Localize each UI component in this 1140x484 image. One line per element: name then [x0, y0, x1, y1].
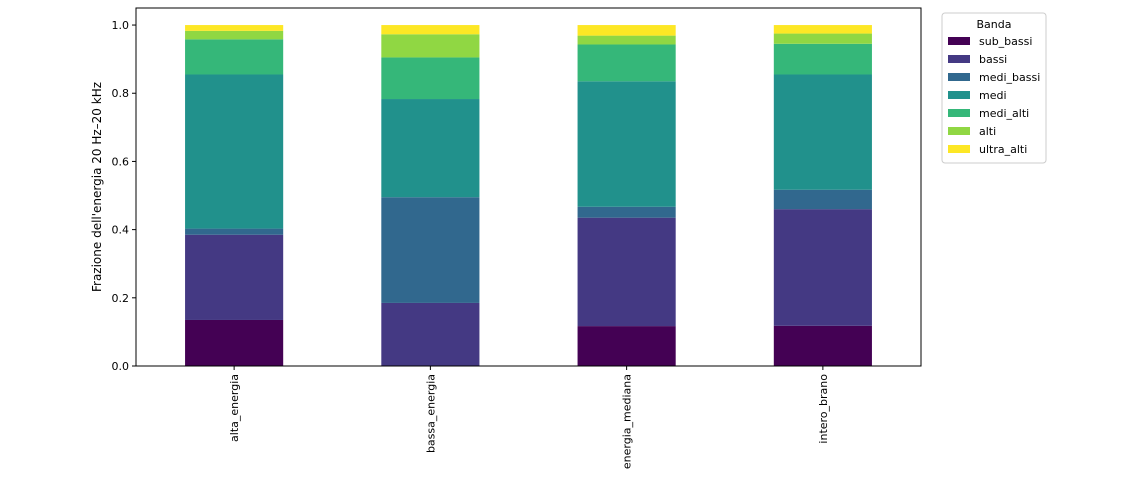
y-tick-label: 0.8 [112, 87, 130, 100]
bar-segment-medi_alti-bassa_energia [381, 57, 480, 100]
y-tick-label: 0.6 [112, 155, 130, 168]
bar-segment-medi_alti-alta_energia [185, 39, 284, 75]
legend-label: alti [979, 125, 996, 138]
bar-segment-bassi-energia_mediana [577, 217, 676, 327]
legend-item-medi: medi [948, 89, 1007, 102]
y-tick-label: 0.0 [112, 360, 130, 373]
bar-segment-medi-energia_mediana [577, 81, 676, 207]
bar-segment-sub_bassi-energia_mediana [577, 326, 676, 366]
bar-segment-medi-bassa_energia [381, 99, 480, 198]
legend-title: Banda [977, 18, 1012, 31]
legend-swatch [948, 127, 970, 135]
legend-item-medi_alti: medi_alti [948, 107, 1029, 120]
bar-segment-medi_alti-intero_brano [773, 43, 872, 75]
bar-segment-sub_bassi-alta_energia [185, 319, 284, 366]
x-tick-label-bassa_energia: bassa_energia [424, 374, 437, 453]
legend-item-ultra_alti: ultra_alti [948, 143, 1027, 156]
legend-item-alti: alti [948, 125, 996, 138]
bar-segment-medi_bassi-bassa_energia [381, 197, 480, 303]
bar-segment-medi-intero_brano [773, 74, 872, 190]
bar-segment-bassi-alta_energia [185, 234, 284, 320]
legend-swatch [948, 73, 970, 81]
legend-item-sub_bassi: sub_bassi [948, 35, 1032, 48]
bar-segment-medi_bassi-intero_brano [773, 189, 872, 210]
bar-segment-bassi-intero_brano [773, 209, 872, 326]
legend-label: medi_alti [979, 107, 1029, 120]
y-tick-label: 0.4 [112, 224, 130, 237]
legend-label: medi [979, 89, 1007, 102]
x-tick-label-alta_energia: alta_energia [228, 374, 241, 442]
bar-segment-sub_bassi-intero_brano [773, 325, 872, 366]
bar-segment-medi-alta_energia [185, 74, 284, 229]
legend-swatch [948, 55, 970, 63]
bar-segment-ultra_alti-intero_brano [773, 25, 872, 34]
bar-segment-alti-alta_energia [185, 30, 284, 40]
legend-label: bassi [979, 53, 1007, 66]
y-axis-title: Frazione dell'energia 20 Hz–20 kHz [90, 82, 104, 292]
x-axis: alta_energia bassa_energia energia_mediana… [228, 366, 830, 469]
legend-box [941, 12, 1047, 164]
legend-label: ultra_alti [979, 143, 1027, 156]
legend-item-medi_bassi: medi_bassi [948, 71, 1040, 84]
bar-segment-alti-bassa_energia [381, 34, 480, 58]
y-axis: 0.0 0.2 0.4 0.6 0.8 1.0 [112, 19, 136, 373]
y-axis-title-group: Frazione dell'energia 20 Hz–20 kHz [90, 82, 104, 292]
bar-segment-alti-intero_brano [773, 33, 872, 44]
legend-swatch [948, 37, 970, 45]
x-tick-label-energia_mediana: energia_mediana [621, 374, 634, 469]
plot-frame [135, 7, 922, 367]
bar-segment-ultra_alti-energia_mediana [577, 25, 676, 36]
bar-segment-ultra_alti-bassa_energia [381, 25, 480, 35]
legend-label: medi_bassi [979, 71, 1040, 84]
legend-swatch [948, 109, 970, 117]
legend-item-bassi: bassi [948, 53, 1007, 66]
bar-segment-ultra_alti-alta_energia [185, 25, 284, 31]
bar-segment-medi_bassi-alta_energia [185, 228, 284, 235]
legend-swatch [948, 145, 970, 153]
legend-label: sub_bassi [979, 35, 1032, 48]
y-tick-label: 1.0 [112, 19, 130, 32]
bar-segment-medi_alti-energia_mediana [577, 44, 676, 82]
x-tick-label-intero_brano: intero_brano [817, 374, 830, 444]
y-tick-label: 0.2 [112, 292, 130, 305]
bar-segment-medi_bassi-energia_mediana [577, 206, 676, 218]
bar-segment-alti-energia_mediana [577, 35, 676, 45]
bar-segment-bassi-bassa_energia [381, 302, 480, 366]
legend-swatch [948, 91, 970, 99]
bars-group [185, 25, 872, 366]
